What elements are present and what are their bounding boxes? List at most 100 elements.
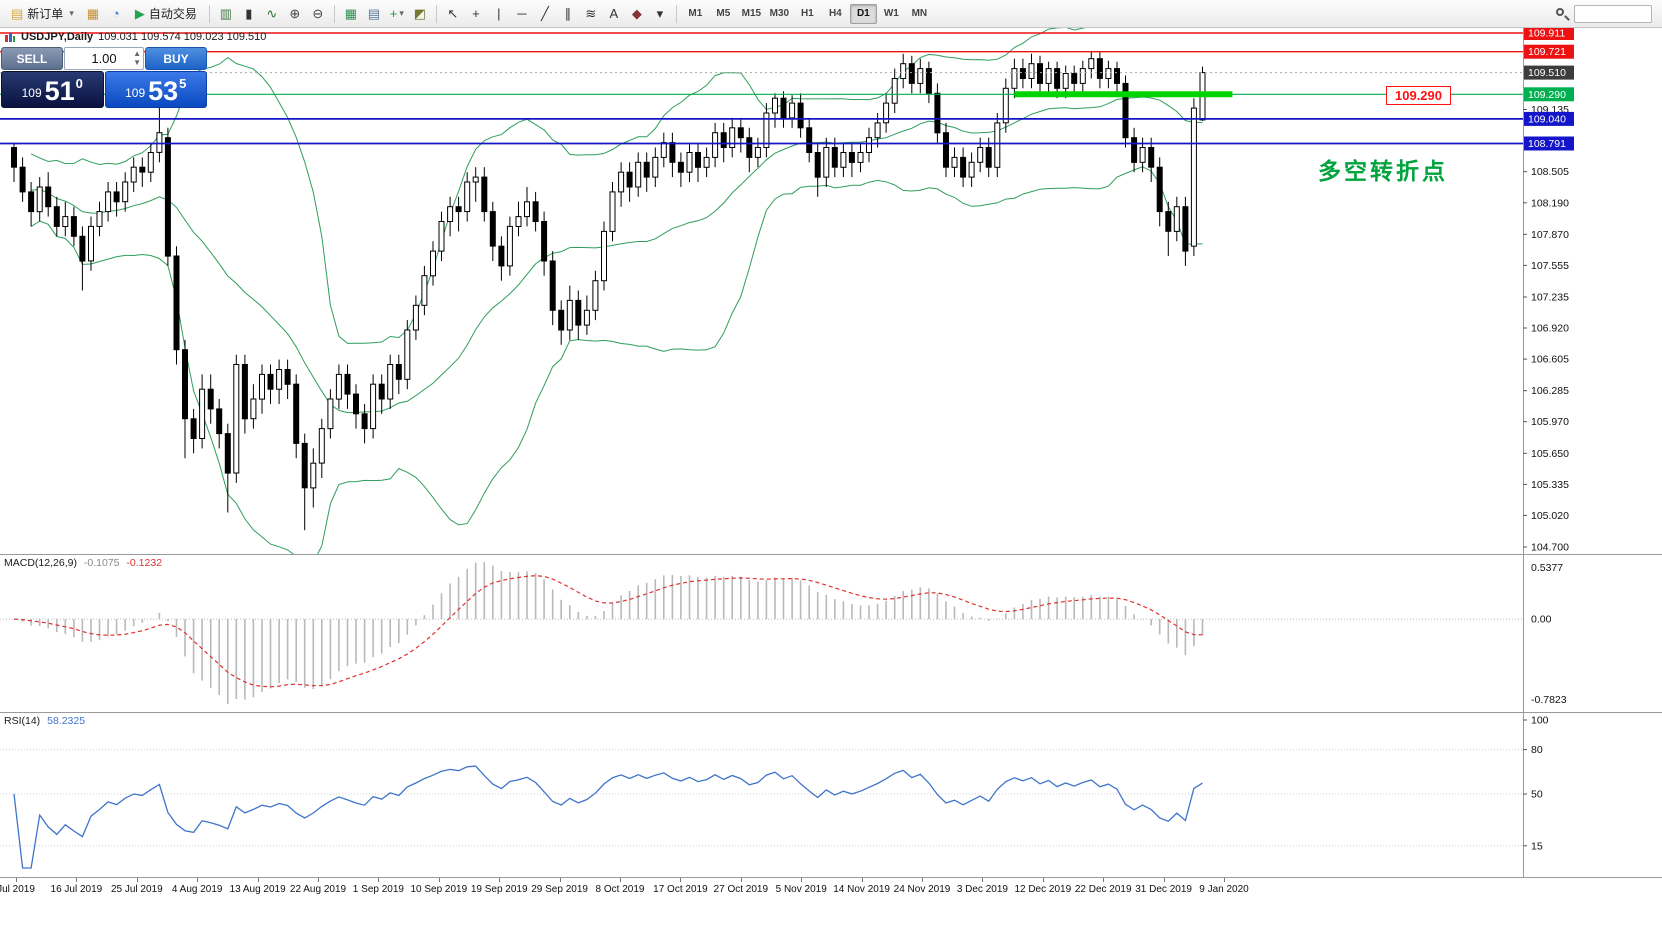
zoom-in-button[interactable]: ⊕ — [284, 3, 306, 25]
chart-symbol-title: USDJPY,Daily — [21, 31, 94, 43]
profiles-icon: ◔ — [111, 6, 120, 21]
symbol-search-input[interactable] — [1574, 4, 1652, 23]
buy-price-display[interactable]: 109 53 5 — [104, 71, 207, 108]
volume-decrease-button[interactable]: ▼ — [133, 58, 141, 67]
tile-windows-button[interactable]: ▦ — [340, 3, 362, 25]
horizontal-line-tool-button[interactable]: ─ — [511, 3, 533, 25]
templates-button[interactable]: ◩ — [409, 3, 431, 25]
macd-histogram — [21, 562, 1204, 704]
timeframe-button-m30[interactable]: M30 — [769, 8, 790, 19]
timeframe-button-m5[interactable]: M5 — [716, 8, 731, 19]
channel-tool-button[interactable]: ∥ — [557, 3, 579, 25]
templates-icon: ◩ — [413, 6, 426, 21]
fibonacci-tool-icon: ≋ — [585, 6, 597, 21]
svg-text:107.555: 107.555 — [1531, 260, 1569, 272]
timeframe-button-w1[interactable]: W1 — [883, 8, 899, 19]
horizontal-line-objects[interactable] — [0, 32, 1523, 145]
price-scale[interactable]: 109.135108.505108.190107.870107.555107.2… — [1523, 28, 1574, 554]
timeframe-button-h1[interactable]: H1 — [800, 8, 814, 19]
time-axis-label: 5 Nov 2019 — [775, 884, 827, 895]
time-axis-tick — [559, 878, 561, 882]
zoom-out-icon: ⊖ — [312, 6, 324, 21]
trendline-tool-icon: ╱ — [540, 6, 549, 21]
new-order-button[interactable]: ▤ 新订单 ▾ — [4, 3, 81, 25]
charts-icon: ▦ — [86, 6, 99, 21]
svg-text:109.040: 109.040 — [1528, 113, 1566, 125]
crosshair-tool-button[interactable]: + — [465, 3, 487, 25]
autotrading-button[interactable]: ▶ 自动交易 — [128, 3, 204, 25]
chart-ohlc-values: 109.031 109.574 109.023 109.510 — [98, 31, 267, 43]
buy-price-head: 109 — [125, 86, 146, 100]
channel-tool-icon: ∥ — [564, 6, 572, 21]
time-axis-tick — [801, 878, 803, 882]
cursor-tool-button[interactable]: ↖ — [442, 3, 464, 25]
price-chart-canvas[interactable]: 109.135108.505108.190107.870107.555107.2… — [0, 28, 1662, 554]
auto-arrange-button[interactable]: ▤ — [363, 3, 385, 25]
sell-price-display[interactable]: 109 51 0 — [1, 71, 104, 108]
timeframe-button-mn[interactable]: MN — [911, 8, 928, 19]
search-icon[interactable] — [1553, 5, 1571, 23]
svg-text:106.605: 106.605 — [1531, 354, 1569, 366]
time-axis-label: 3 Dec 2019 — [956, 884, 1008, 895]
shapes-dropdown-icon: ▾ — [656, 6, 664, 21]
sell-button[interactable]: SELL — [1, 47, 63, 70]
time-axis-label: 22 Dec 2019 — [1074, 884, 1132, 895]
label-tool-button[interactable]: ◆ — [626, 3, 648, 25]
time-axis[interactable]: Jul 2019 16 Jul 2019 25 Jul 2019 4 Aug 2019… — [0, 877, 1662, 897]
candlestick-type-icon: ▮ — [245, 6, 253, 21]
time-axis-tick — [1224, 878, 1225, 882]
time-axis-tick — [438, 878, 440, 882]
charts-button[interactable]: ▦ — [82, 3, 104, 25]
chevron-down-icon: ▾ — [69, 8, 74, 18]
buy-price-big: 53 — [148, 76, 179, 106]
text-tool-button[interactable]: A — [603, 3, 625, 25]
price-callout-label: 109.290 — [1386, 86, 1451, 105]
svg-text:107.235: 107.235 — [1531, 292, 1569, 304]
timeframe-button-d1[interactable]: D1 — [849, 3, 877, 24]
svg-text:105.335: 105.335 — [1531, 479, 1569, 491]
candlestick-type-button[interactable]: ▮ — [238, 3, 260, 25]
bollinger-bands — [30, 28, 1203, 554]
svg-text:-0.7823: -0.7823 — [1531, 694, 1567, 706]
timeframe-button-m1[interactable]: M1 — [688, 8, 703, 19]
fibonacci-tool-button[interactable]: ≋ — [580, 3, 602, 25]
auto-arrange-icon: ▤ — [367, 6, 380, 21]
volume-input[interactable]: 1.00 ▲ ▼ — [64, 47, 144, 70]
indicators-button[interactable]: + ▾ — [386, 3, 408, 25]
time-axis-tick — [136, 878, 138, 882]
macd-panel-canvas[interactable]: 0.5377 0.00 -0.7823 — [0, 554, 1662, 712]
time-axis-tick — [318, 878, 319, 882]
buy-button[interactable]: BUY — [145, 47, 207, 70]
time-axis-label: 31 Dec 2019 — [1135, 884, 1192, 895]
shapes-dropdown-button[interactable]: ▾ — [649, 3, 671, 25]
timeframe-button-m15[interactable]: M15 — [741, 8, 762, 19]
svg-text:105.020: 105.020 — [1531, 510, 1569, 522]
line-chart-type-button[interactable]: ∿ — [261, 3, 283, 25]
zoom-out-button[interactable]: ⊖ — [307, 3, 329, 25]
rsi-panel-canvas[interactable]: 100 80 50 15 — [0, 712, 1662, 877]
profiles-button[interactable]: ◔ — [105, 3, 127, 25]
one-click-trade-panel: SELL 1.00 ▲ ▼ BUY 109 51 0 109 53 5 — [1, 47, 207, 108]
svg-text:105.650: 105.650 — [1531, 448, 1569, 460]
chart-tab-icon — [5, 32, 15, 42]
time-axis-label: 22 Aug 2019 — [289, 884, 347, 895]
time-axis-label: 1 Sep 2019 — [352, 884, 404, 895]
time-axis-tick — [740, 878, 742, 882]
candles — [11, 50, 1206, 531]
svg-text:107.870: 107.870 — [1531, 229, 1569, 241]
trendline-tool-button[interactable]: ╱ — [534, 3, 556, 25]
time-axis-label: 10 Sep 2019 — [410, 884, 468, 895]
volume-increase-button[interactable]: ▲ — [133, 49, 141, 58]
vertical-line-tool-button[interactable]: | — [488, 3, 510, 25]
timeframe-button-h4[interactable]: H4 — [828, 8, 842, 19]
bar-chart-type-button[interactable]: ▥ — [215, 3, 237, 25]
rsi-title: RSI(14) — [4, 715, 41, 727]
time-axis-tick — [922, 878, 923, 882]
horizontal-line-tool-icon: ─ — [517, 6, 527, 21]
time-axis-tick — [16, 878, 17, 882]
svg-text:15: 15 — [1531, 840, 1543, 852]
svg-text:106.920: 106.920 — [1531, 323, 1569, 335]
autotrading-button-label: 自动交易 — [148, 7, 197, 21]
label-tool-icon: ◆ — [631, 6, 642, 21]
time-axis-label: 8 Oct 2019 — [595, 884, 645, 895]
